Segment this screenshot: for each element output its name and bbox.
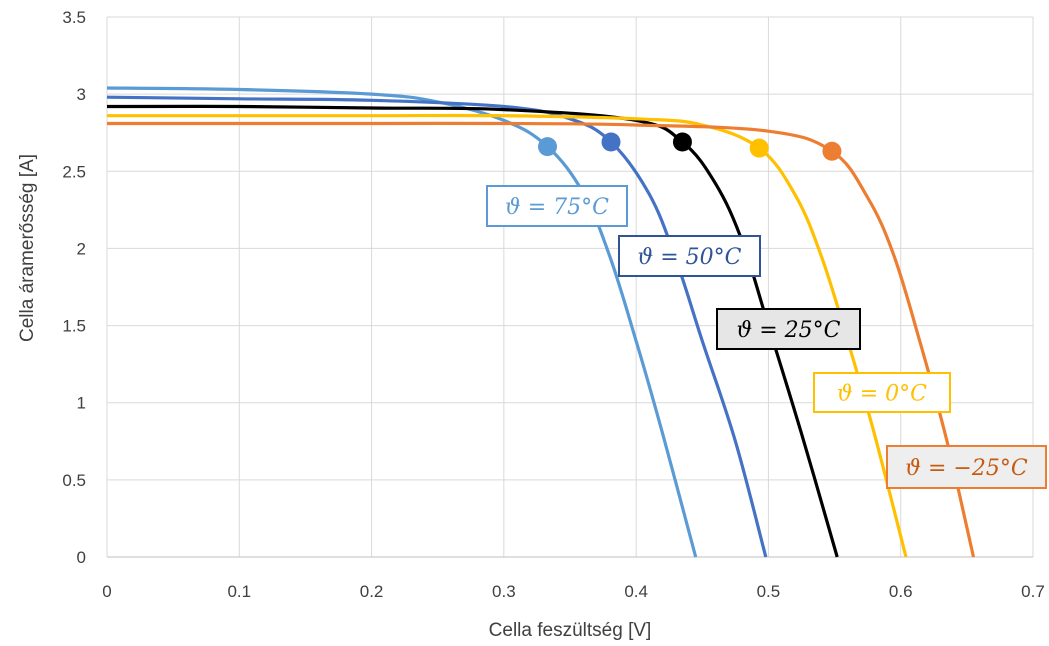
x-tick-label: 0.7	[1021, 582, 1045, 601]
x-tick-label: 0.6	[889, 582, 913, 601]
x-tick-label: 0.5	[757, 582, 781, 601]
curve-label-text: ϑ = −25°C	[905, 456, 1028, 481]
x-tick-label: 0.3	[492, 582, 516, 601]
mpp-point	[538, 137, 558, 157]
mpp-point	[672, 132, 692, 152]
curve-label: ϑ = 25°C	[716, 308, 861, 350]
y-tick-label: 1	[77, 394, 86, 413]
curve-label-text: ϑ = 25°C	[737, 318, 841, 343]
y-tick-label: 1.5	[62, 317, 86, 336]
y-tick-label: 2	[77, 239, 86, 258]
series-line	[106, 86, 698, 558]
curve-label: ϑ = 50°C	[618, 235, 761, 277]
curve-label: ϑ = 75°C	[486, 185, 628, 227]
mpp-markers	[538, 132, 842, 161]
x-ticks: 0 0.1 0.2 0.3 0.4 0.5 0.6 0.7	[102, 582, 1045, 601]
mpp-point	[822, 141, 842, 161]
y-axis-title: Cella áramerősség [A]	[17, 154, 38, 342]
y-tick-label: 0.5	[62, 471, 86, 490]
x-tick-label: 0.2	[360, 582, 384, 601]
x-tick-label: 0.1	[227, 582, 251, 601]
series-line	[106, 104, 839, 558]
curve-label-text: ϑ = 75°C	[505, 195, 609, 220]
curve-label: ϑ = 0°C	[813, 372, 951, 413]
x-tick-label: 0.4	[624, 582, 648, 601]
y-ticks: 0 0.5 1 1.5 2 2.5 3 3.5	[62, 8, 86, 567]
mpp-point	[749, 138, 769, 158]
mpp-point	[601, 132, 621, 152]
series-line	[107, 121, 976, 558]
curve-label-text: ϑ = 50°C	[638, 245, 742, 270]
curve-label-text: ϑ = 0°C	[837, 382, 927, 407]
series-line	[106, 95, 768, 558]
y-tick-label: 2.5	[62, 162, 86, 181]
y-tick-label: 0	[77, 548, 86, 567]
curve-label-box	[886, 445, 1047, 489]
curve-label-box	[813, 372, 951, 413]
series-line	[107, 113, 908, 558]
curve-label: ϑ = −25°C	[886, 445, 1047, 489]
curve-labels: ϑ = 75°C ϑ = 50°C ϑ = 25°C ϑ = 0°C ϑ = −25°C	[486, 185, 1047, 489]
x-tick-label: 0	[102, 582, 111, 601]
curve-label-box	[716, 308, 861, 350]
curve-label-box	[486, 185, 628, 227]
curve-label-box	[618, 235, 761, 277]
x-axis-title: Cella feszültség [V]	[489, 620, 652, 641]
y-tick-label: 3	[77, 85, 86, 104]
y-tick-label: 3.5	[62, 8, 86, 27]
